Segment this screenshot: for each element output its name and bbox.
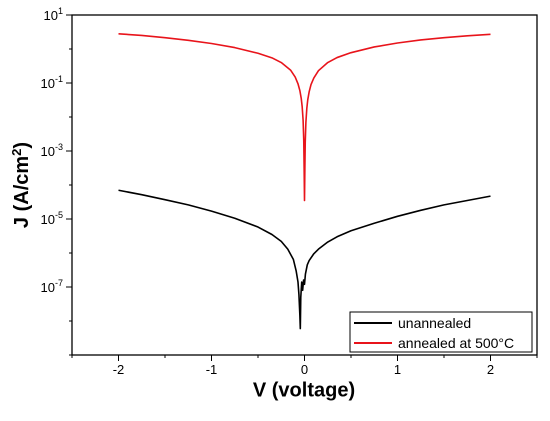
series-line-1 bbox=[118, 33, 491, 202]
legend: unannealed annealed at 500°C bbox=[349, 311, 533, 353]
legend-box bbox=[349, 311, 533, 353]
y-tick-label: 10-5 bbox=[41, 210, 63, 227]
x-tick-label: 0 bbox=[301, 362, 308, 377]
y-tick-label: 10-3 bbox=[41, 142, 63, 159]
y-tick-label-base: 10 bbox=[41, 76, 55, 91]
y-tick-label-exponent: -7 bbox=[55, 278, 63, 288]
legend-label-unannealed: unannealed bbox=[398, 315, 471, 331]
y-tick-label-base: 10 bbox=[44, 8, 58, 23]
x-tick-labels: -2 -1 0 1 2 bbox=[113, 362, 494, 377]
y-axis-title-close: ) bbox=[11, 142, 33, 149]
y-tick-label-base: 10 bbox=[41, 212, 55, 227]
y-axis-title-main: J (A/cm bbox=[11, 156, 33, 228]
x-tick-label: -1 bbox=[206, 362, 218, 377]
plot-area bbox=[66, 14, 538, 361]
y-tick-label-exponent: -3 bbox=[55, 142, 63, 152]
x-tick-label: -2 bbox=[113, 362, 125, 377]
y-tick-label: 10-7 bbox=[41, 278, 63, 295]
y-tick-label: 101 bbox=[44, 6, 63, 23]
y-tick-label-base: 10 bbox=[41, 144, 55, 159]
y-tick-label-exponent: -5 bbox=[55, 210, 63, 220]
y-tick-label-exponent: -1 bbox=[55, 74, 63, 84]
y-axis-title-superscript: 2 bbox=[9, 149, 24, 156]
y-axis-title: J (A/cm2) bbox=[9, 142, 33, 228]
series-layer bbox=[118, 33, 491, 330]
y-tick-label-exponent: 1 bbox=[58, 6, 63, 16]
x-tick-label: 1 bbox=[394, 362, 401, 377]
y-tick-label: 10-1 bbox=[41, 74, 63, 91]
legend-label-annealed: annealed at 500°C bbox=[398, 335, 514, 351]
x-axis-title: V (voltage) bbox=[253, 380, 355, 402]
tick-layer bbox=[66, 14, 538, 361]
x-tick-label: 2 bbox=[487, 362, 494, 377]
y-tick-label-base: 10 bbox=[41, 280, 55, 295]
series-line-0 bbox=[118, 189, 491, 330]
